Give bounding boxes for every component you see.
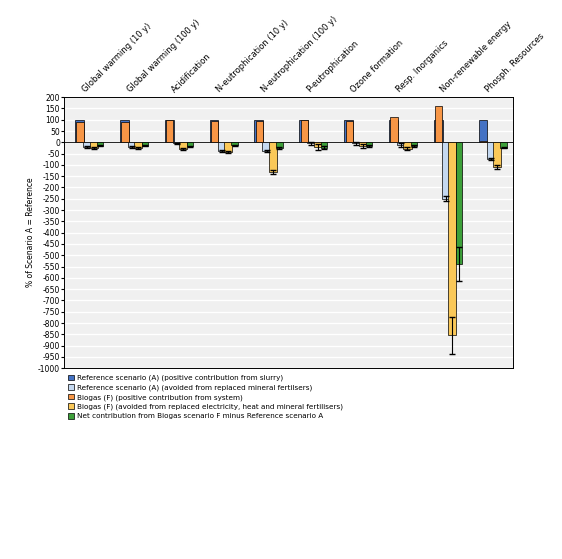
Bar — [299, 120, 308, 143]
Bar — [134, 143, 143, 148]
Bar — [493, 143, 501, 167]
Bar — [89, 143, 98, 148]
Bar — [269, 143, 277, 172]
Bar — [121, 122, 129, 143]
Bar — [179, 143, 187, 149]
Bar — [314, 143, 322, 147]
Bar — [76, 122, 84, 143]
Bar — [397, 143, 405, 145]
Bar — [120, 120, 129, 143]
Bar — [307, 143, 315, 144]
Bar — [321, 143, 328, 148]
Bar — [391, 117, 398, 143]
Bar — [366, 143, 373, 146]
Bar — [187, 143, 193, 146]
Bar — [480, 141, 487, 143]
Bar — [210, 120, 219, 143]
Bar — [448, 143, 456, 335]
Bar — [346, 121, 353, 143]
Bar — [500, 143, 507, 148]
Bar — [217, 143, 226, 151]
Bar — [276, 143, 283, 148]
Bar — [411, 143, 417, 146]
Bar — [434, 120, 443, 143]
Bar — [142, 143, 148, 146]
Bar — [97, 143, 103, 146]
Bar — [173, 143, 181, 144]
Bar — [479, 120, 487, 143]
Bar — [344, 120, 353, 143]
Bar — [435, 106, 442, 143]
Bar — [224, 143, 232, 152]
Bar — [389, 120, 398, 143]
Legend: Reference scenario (A) (positive contribution from slurry), Reference scenario (: Reference scenario (A) (positive contrib… — [68, 375, 343, 419]
Bar — [256, 121, 263, 143]
Bar — [456, 143, 462, 264]
Bar — [301, 120, 308, 143]
Bar — [83, 143, 91, 147]
Bar — [165, 120, 174, 143]
Bar — [211, 121, 218, 143]
Bar — [255, 120, 263, 143]
Bar — [359, 143, 366, 146]
Bar — [75, 120, 84, 143]
Y-axis label: % of Scenario A = Reference: % of Scenario A = Reference — [26, 178, 35, 287]
Bar — [262, 143, 270, 151]
Bar — [404, 143, 411, 149]
Bar — [232, 143, 238, 145]
Bar — [442, 143, 450, 199]
Bar — [487, 143, 495, 159]
Bar — [128, 143, 136, 147]
Bar — [352, 143, 360, 144]
Bar — [166, 120, 174, 143]
